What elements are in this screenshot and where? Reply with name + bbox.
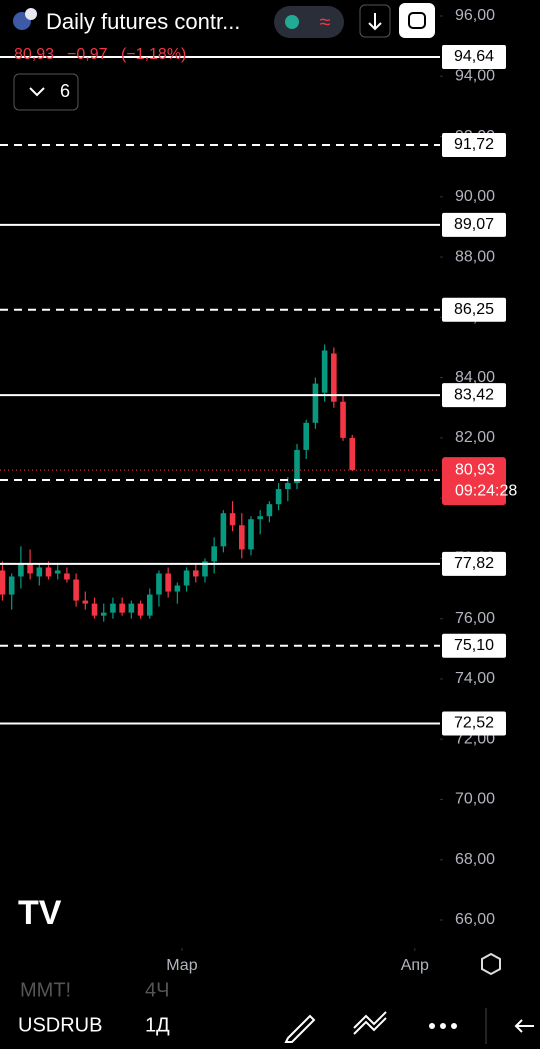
candle-body <box>340 401 346 438</box>
candle-body <box>312 383 319 423</box>
y-tick-label: 74,00 <box>455 670 495 687</box>
status-dot <box>285 15 299 29</box>
level-label-box <box>442 132 506 157</box>
candle-body <box>266 504 273 517</box>
level-label-box <box>442 711 506 736</box>
candle-body <box>285 483 291 490</box>
logo: TV <box>18 894 62 932</box>
refresh-icon <box>408 12 426 29</box>
candle-body <box>36 567 43 577</box>
level-label: 77,82 <box>454 555 494 572</box>
y-tick-label: 82,00 <box>455 429 495 446</box>
level-label: 72,52 <box>454 715 494 732</box>
level-label-box <box>442 44 506 69</box>
candle-body <box>211 546 217 562</box>
last-price-box <box>442 457 506 506</box>
symbol-button[interactable]: USDRUB <box>18 1014 102 1036</box>
candle-body <box>257 516 263 520</box>
download-icon <box>368 13 382 31</box>
y-tick-label: 94,00 <box>455 67 495 84</box>
y-tick-label: 68,00 <box>455 851 495 868</box>
candle-body <box>73 579 79 601</box>
candle-body <box>238 525 245 550</box>
candle-body <box>54 570 61 574</box>
level-label-box <box>442 551 506 576</box>
candle-body <box>110 603 116 613</box>
candle-body <box>183 570 190 586</box>
candle-body <box>294 449 300 484</box>
x-tick-label: Апр <box>401 957 429 974</box>
level-label-box <box>442 383 506 408</box>
candle-body <box>137 603 144 616</box>
candle-body <box>174 585 181 592</box>
y-tick-label: 76,00 <box>455 610 495 627</box>
candle-body <box>192 570 199 577</box>
candle-body <box>248 519 254 550</box>
level-label: 89,07 <box>454 216 494 233</box>
candle-body <box>146 594 153 616</box>
candle-body <box>202 561 208 577</box>
y-tick-label: 66,00 <box>455 911 495 928</box>
price-change-pct: (−1,18%) <box>121 46 186 63</box>
candle-body <box>220 513 227 547</box>
level-label-box <box>442 297 506 322</box>
flag-icon <box>25 8 37 20</box>
level-label: 91,72 <box>454 136 494 153</box>
y-tick-label: 70,00 <box>455 791 495 808</box>
settings-icon[interactable] <box>481 952 501 976</box>
candle-body <box>229 513 236 526</box>
level-label-box <box>442 633 506 658</box>
ghost-text: ММТ! <box>20 979 71 1001</box>
level-label: 86,25 <box>454 301 494 318</box>
candle-body <box>100 612 107 616</box>
candle-body <box>165 573 171 592</box>
candle-body <box>82 600 89 604</box>
y-tick-label: 90,00 <box>455 188 495 205</box>
ghost-text: 4Ч <box>145 979 169 1001</box>
level-label: 94,64 <box>454 48 494 65</box>
lines-icon[interactable] <box>353 1011 387 1035</box>
status-pill[interactable] <box>274 6 344 38</box>
candle-body <box>275 489 282 505</box>
candle-body <box>156 573 162 595</box>
last-price-label: 80,93 <box>455 461 495 478</box>
level-label: 83,42 <box>454 386 494 403</box>
status-icon: ≈ <box>320 11 331 33</box>
chevron-icon <box>29 87 45 97</box>
candle-body <box>303 422 310 450</box>
indicators-toggle[interactable] <box>13 73 79 111</box>
candle-body <box>331 353 337 402</box>
level-label-box <box>442 212 506 237</box>
candle-body <box>64 573 70 580</box>
x-tick-label: Мар <box>166 957 197 974</box>
candle-body <box>8 576 15 595</box>
level-label: 75,10 <box>454 637 494 654</box>
refresh-button[interactable] <box>399 3 435 38</box>
candle-body <box>18 564 24 577</box>
more-icon[interactable] <box>429 1023 457 1029</box>
countdown: 09:24:28 <box>455 482 517 499</box>
candle-body <box>349 437 356 471</box>
candle-body <box>45 567 52 577</box>
candle-body <box>91 603 98 616</box>
candle-body <box>27 564 33 574</box>
interval-button[interactable]: 1Д <box>145 1014 170 1036</box>
draw-icon[interactable] <box>284 1014 316 1043</box>
back-icon[interactable] <box>514 1019 534 1033</box>
indicators-count: 6 <box>60 81 70 101</box>
last-price: 80,93 <box>14 46 54 63</box>
price-change: −0,97 <box>67 46 108 63</box>
bottom-bar <box>0 1000 540 1049</box>
y-tick-label: 96,00 <box>455 7 495 24</box>
y-tick-label: 88,00 <box>455 248 495 265</box>
symbol-title[interactable]: Daily futures contr... <box>46 9 240 34</box>
candle-body <box>128 603 135 613</box>
candle-body <box>0 570 6 595</box>
candle-body <box>321 350 328 393</box>
y-tick-label: 84,00 <box>455 369 495 386</box>
candle-body <box>119 603 125 613</box>
